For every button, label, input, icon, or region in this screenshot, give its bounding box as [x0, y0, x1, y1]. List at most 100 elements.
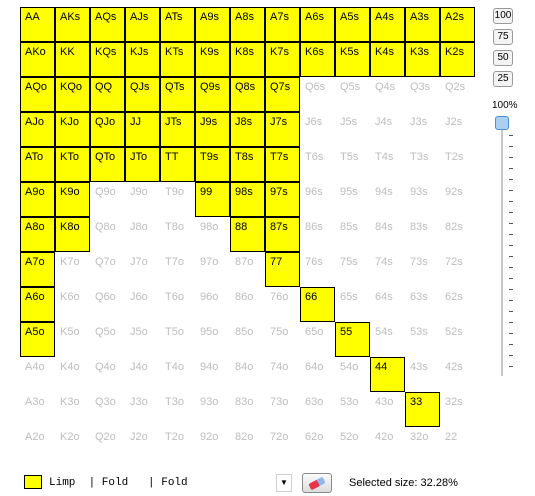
hand-cell[interactable]: T2o	[165, 431, 184, 443]
hand-cell[interactable]: 75s	[340, 256, 358, 268]
hand-cell[interactable]: 75o	[270, 326, 289, 338]
hand-cell[interactable]: 83o	[235, 396, 254, 408]
hand-cell[interactable]: A6o	[20, 287, 55, 322]
hand-cell[interactable]: 82o	[235, 431, 254, 443]
hand-cell[interactable]: J7s	[265, 112, 300, 147]
hand-cell[interactable]: K8s	[230, 42, 265, 77]
hand-cell[interactable]: J4s	[375, 116, 393, 128]
hand-cell[interactable]: ATs	[160, 7, 195, 42]
hand-cell[interactable]: ATo	[20, 147, 55, 182]
hand-cell[interactable]: 92s	[445, 186, 463, 198]
hand-cell[interactable]: QQ	[90, 77, 125, 112]
hand-cell[interactable]: K9s	[195, 42, 230, 77]
hand-cell[interactable]: 63o	[305, 396, 324, 408]
hand-cell[interactable]: KQs	[90, 42, 125, 77]
hand-cell[interactable]: TT	[160, 147, 195, 182]
hand-cell[interactable]: K7o	[60, 256, 80, 268]
hand-cell[interactable]: 73o	[270, 396, 289, 408]
hand-cell[interactable]: 42o	[375, 431, 394, 443]
hand-cell[interactable]: T4o	[165, 361, 184, 373]
range-slider-handle[interactable]	[495, 116, 509, 130]
hand-cell[interactable]: 77	[265, 252, 300, 287]
hand-cell[interactable]: AJs	[125, 7, 160, 42]
hand-cell[interactable]: 72s	[445, 256, 463, 268]
hand-cell[interactable]: A7s	[265, 7, 300, 42]
hand-cell[interactable]: Q7s	[265, 77, 300, 112]
hand-cell[interactable]: 97o	[200, 256, 219, 268]
hand-cell[interactable]: AJo	[20, 112, 55, 147]
hand-cell[interactable]: J8o	[130, 221, 148, 233]
hand-cell[interactable]: K7s	[265, 42, 300, 77]
hand-cell[interactable]: A4s	[370, 7, 405, 42]
hand-cell[interactable]: KQo	[55, 77, 90, 112]
hand-cell[interactable]: 54o	[340, 361, 359, 373]
hand-cell[interactable]: JTo	[125, 147, 160, 182]
hand-cell[interactable]: A6s	[300, 7, 335, 42]
hand-cell[interactable]: 87s	[265, 217, 300, 252]
hand-cell[interactable]: Q5o	[95, 326, 116, 338]
hand-cell[interactable]: A4o	[25, 361, 45, 373]
range-slider-track[interactable]	[501, 118, 503, 376]
hand-cell[interactable]: T7o	[165, 256, 184, 268]
hand-cell[interactable]: J5s	[340, 116, 358, 128]
hand-cell[interactable]: Q9s	[195, 77, 230, 112]
hand-cell[interactable]: T8o	[165, 221, 184, 233]
hand-cell[interactable]: 95o	[200, 326, 219, 338]
hand-cell[interactable]: Q6o	[95, 291, 116, 303]
hand-cell[interactable]: K4s	[370, 42, 405, 77]
hand-cell[interactable]: KTo	[55, 147, 90, 182]
zoom-100-button[interactable]: 100	[493, 8, 513, 24]
hand-cell[interactable]: T5s	[340, 151, 359, 163]
hand-cell[interactable]: 44	[370, 357, 405, 392]
hand-cell[interactable]: 82s	[445, 221, 463, 233]
hand-cell[interactable]: 33	[405, 392, 440, 427]
hand-cell[interactable]: A3o	[25, 396, 45, 408]
hand-cell[interactable]: A9o	[20, 182, 55, 217]
hand-cell[interactable]: AKs	[55, 7, 90, 42]
hand-cell[interactable]: AKo	[20, 42, 55, 77]
hand-cell[interactable]: A8s	[230, 7, 265, 42]
hand-cell[interactable]: 92o	[200, 431, 219, 443]
zoom-25-button[interactable]: 25	[493, 71, 513, 87]
hand-cell[interactable]: 84s	[375, 221, 393, 233]
hand-cell[interactable]: K2s	[440, 42, 475, 77]
hand-cell[interactable]: KTs	[160, 42, 195, 77]
hand-cell[interactable]: 52o	[340, 431, 359, 443]
hand-cell[interactable]: T5o	[165, 326, 184, 338]
hand-cell[interactable]: Q3o	[95, 396, 116, 408]
hand-cell[interactable]: JTs	[160, 112, 195, 147]
hand-cell[interactable]: Q8o	[95, 221, 116, 233]
hand-cell[interactable]: QJo	[90, 112, 125, 147]
hand-cell[interactable]: Q4s	[375, 81, 396, 93]
hand-cell[interactable]: 98o	[200, 221, 219, 233]
hand-cell[interactable]: 62s	[445, 291, 463, 303]
hand-cell[interactable]: Q4o	[95, 361, 116, 373]
hand-cell[interactable]: J3o	[130, 396, 148, 408]
hand-cell[interactable]: 64o	[305, 361, 324, 373]
hand-cell[interactable]: J9s	[195, 112, 230, 147]
hand-cell[interactable]: 96o	[200, 291, 219, 303]
hand-cell[interactable]: J8s	[230, 112, 265, 147]
hand-cell[interactable]: 95s	[340, 186, 358, 198]
hand-cell[interactable]: A5s	[335, 7, 370, 42]
hand-cell[interactable]: 86o	[235, 291, 254, 303]
hand-cell[interactable]: T7s	[265, 147, 300, 182]
hand-cell[interactable]: 94s	[375, 186, 393, 198]
hand-cell[interactable]: J9o	[130, 186, 148, 198]
hand-cell[interactable]: J7o	[130, 256, 148, 268]
hand-cell[interactable]: A9s	[195, 7, 230, 42]
hand-cell[interactable]: Q3s	[410, 81, 431, 93]
hand-cell[interactable]: 83s	[410, 221, 428, 233]
zoom-75-button[interactable]: 75	[493, 29, 513, 45]
hand-cell[interactable]: 85o	[235, 326, 254, 338]
hand-cell[interactable]: 99	[195, 182, 230, 217]
hand-cell[interactable]: 52s	[445, 326, 463, 338]
hand-cell[interactable]: 32o	[410, 431, 429, 443]
hand-cell[interactable]: 55	[335, 322, 370, 357]
hand-cell[interactable]: QJs	[125, 77, 160, 112]
hand-cell[interactable]: 65o	[305, 326, 324, 338]
zoom-50-button[interactable]: 50	[493, 50, 513, 66]
hand-cell[interactable]: T2s	[445, 151, 464, 163]
hand-cell[interactable]: AA	[20, 7, 55, 42]
hand-cell[interactable]: J2s	[445, 116, 463, 128]
